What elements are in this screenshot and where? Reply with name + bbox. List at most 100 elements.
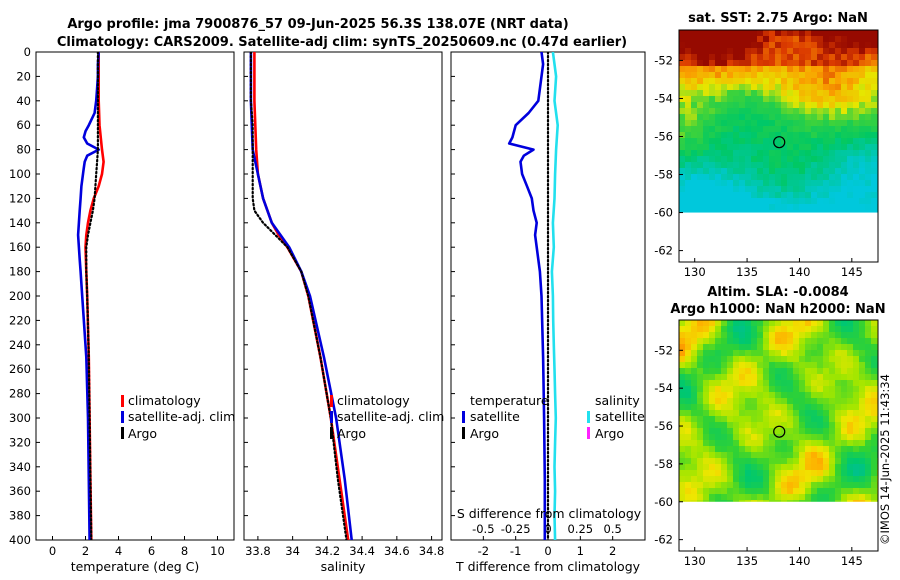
map-cell [769, 210, 775, 213]
map-cell [721, 452, 727, 458]
map-cell [721, 494, 727, 500]
map-cell [745, 470, 751, 476]
map-cell [853, 96, 859, 102]
map-cell [835, 338, 841, 344]
map-cell [691, 422, 697, 428]
map-cell [775, 60, 781, 66]
map-cell [793, 458, 799, 464]
map-cell [715, 96, 721, 102]
map-cell [763, 338, 769, 344]
map-cell [823, 320, 829, 326]
map-cell [697, 380, 703, 386]
map-cell [685, 210, 691, 213]
map-cell [865, 440, 871, 446]
map-cell [775, 114, 781, 120]
map-cell [757, 398, 763, 404]
map-cell [763, 60, 769, 66]
legend-label-s-satellite: satellite [595, 409, 645, 424]
legend-swatch-s-satellite [587, 411, 590, 423]
map-cell [757, 332, 763, 338]
map-cell [853, 482, 859, 488]
map-cell [853, 114, 859, 120]
map-cell [721, 150, 727, 156]
map-cell [721, 344, 727, 350]
map-cell [757, 476, 763, 482]
map-cell [751, 416, 757, 422]
map-cell [823, 150, 829, 156]
map-cell [817, 210, 823, 213]
map-cell [781, 78, 787, 84]
map-cell [847, 362, 853, 368]
map-cell [805, 60, 811, 66]
map-cell [763, 482, 769, 488]
depth-tick-label: 60 [16, 118, 31, 132]
map-cell [709, 410, 715, 416]
map-cell [817, 380, 823, 386]
map-cell [841, 350, 847, 356]
map-cell [679, 452, 685, 458]
map-cell [823, 488, 829, 494]
map-cell [871, 126, 877, 132]
map-cell [841, 162, 847, 168]
map-cell [871, 30, 877, 36]
legend-label-argo: Argo [337, 426, 366, 441]
map-cell [715, 126, 721, 132]
map-cell [691, 54, 697, 60]
map-cell [763, 500, 769, 502]
map-cell [679, 350, 685, 356]
map-cell [847, 446, 853, 452]
map-cell [715, 422, 721, 428]
map-cell [781, 380, 787, 386]
map-cell [871, 350, 877, 356]
map-cell [703, 66, 709, 72]
map-cell [733, 416, 739, 422]
map-cell [781, 180, 787, 186]
map-cell [751, 434, 757, 440]
map-cell [859, 90, 865, 96]
map-cell [709, 326, 715, 332]
map-cell [859, 138, 865, 144]
map-cell [841, 386, 847, 392]
map-cell [799, 482, 805, 488]
map-cell [697, 36, 703, 42]
map-cell [805, 386, 811, 392]
map-cell [745, 428, 751, 434]
map-cell [769, 180, 775, 186]
map-cell [727, 362, 733, 368]
map-cell [817, 132, 823, 138]
map-cell [835, 114, 841, 120]
map-cell [805, 120, 811, 126]
map-cell [859, 156, 865, 162]
map-cell [757, 138, 763, 144]
map-cell [685, 180, 691, 186]
map-cell [745, 452, 751, 458]
map-cell [787, 120, 793, 126]
map-cell [721, 488, 727, 494]
map-cell [775, 84, 781, 90]
map-cell [769, 132, 775, 138]
map-cell [865, 108, 871, 114]
map-cell [727, 84, 733, 90]
map-cell [685, 404, 691, 410]
map-cell [799, 78, 805, 84]
map-cell [799, 96, 805, 102]
map-cell [811, 42, 817, 48]
map-cell [799, 320, 805, 326]
map-cell [685, 102, 691, 108]
map-cell [775, 386, 781, 392]
map-cell [679, 326, 685, 332]
map-cell [793, 356, 799, 362]
map-cell [805, 452, 811, 458]
map-cell [715, 138, 721, 144]
map-cell [853, 344, 859, 350]
map-cell [835, 132, 841, 138]
map-cell [769, 186, 775, 192]
map-cell [865, 90, 871, 96]
map-cell [727, 168, 733, 174]
map-cell [745, 72, 751, 78]
map-cell [793, 204, 799, 210]
map-cell [811, 144, 817, 150]
map-cell [721, 192, 727, 198]
map-cell [685, 186, 691, 192]
x-tick-label: -2 [478, 544, 489, 558]
